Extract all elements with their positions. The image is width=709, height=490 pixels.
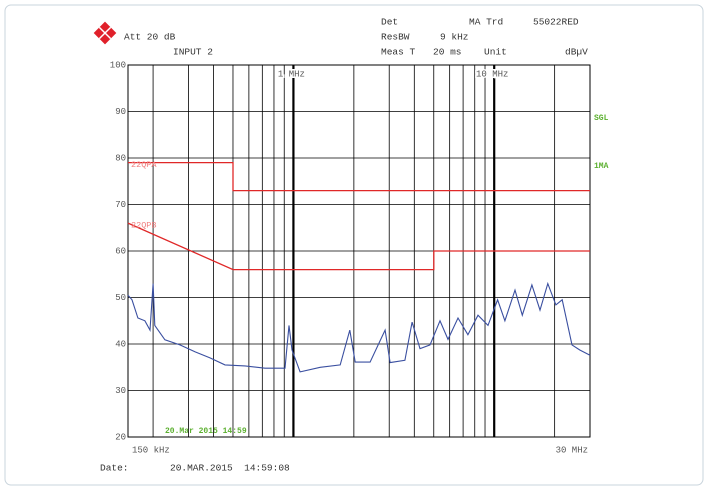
rbw-label: ResBW: [381, 32, 410, 43]
y-tick-label: 60: [115, 246, 126, 256]
det-value: MA Trd: [469, 17, 503, 28]
limit-label: 22QPB: [131, 220, 157, 230]
limit-set: 55022RED: [533, 17, 579, 28]
series-line: [127, 281, 591, 373]
x-tick-label: 30 MHz: [556, 445, 588, 455]
meas-value: 20 ms: [433, 47, 462, 58]
unit-label: Unit: [484, 47, 507, 58]
det-label: Det: [381, 17, 398, 28]
date: 20.MAR.2015 14:59:08: [170, 463, 290, 474]
rbw-value: 9 kHz: [440, 32, 469, 43]
timestamp: 20.Mar 2015 14:59: [165, 427, 247, 436]
series-line: [128, 161, 590, 192]
x-tick-label: 1 MHz: [278, 69, 305, 79]
limit-label: 22QPA: [131, 160, 157, 170]
y-tick-label: 70: [115, 200, 126, 210]
y-tick-label: 40: [115, 339, 126, 349]
x-tick-label: 10 MHz: [476, 69, 508, 79]
logo: [93, 21, 117, 45]
x-tick-label-text: 1 MHz: [278, 69, 305, 79]
trace-label: 1MA: [594, 162, 609, 171]
y-tick-label: 20: [115, 432, 126, 442]
attenuation: Att 20 dB: [124, 32, 176, 43]
x-tick-label-text: 10 MHz: [476, 69, 508, 79]
y-tick-label: 80: [115, 153, 126, 163]
series-line: [127, 222, 590, 271]
y-tick-label: 90: [115, 107, 126, 117]
input: INPUT 2: [173, 47, 213, 58]
x-tick-label: 150 kHz: [132, 445, 170, 455]
unit-value: dBµV: [565, 47, 588, 58]
mode: SGL: [594, 114, 609, 123]
date-label: Date:: [100, 463, 129, 474]
meas-label: Meas T: [381, 47, 416, 58]
y-tick-label: 100: [110, 60, 126, 70]
y-tick-label: 50: [115, 293, 126, 303]
y-tick-label: 30: [115, 386, 126, 396]
